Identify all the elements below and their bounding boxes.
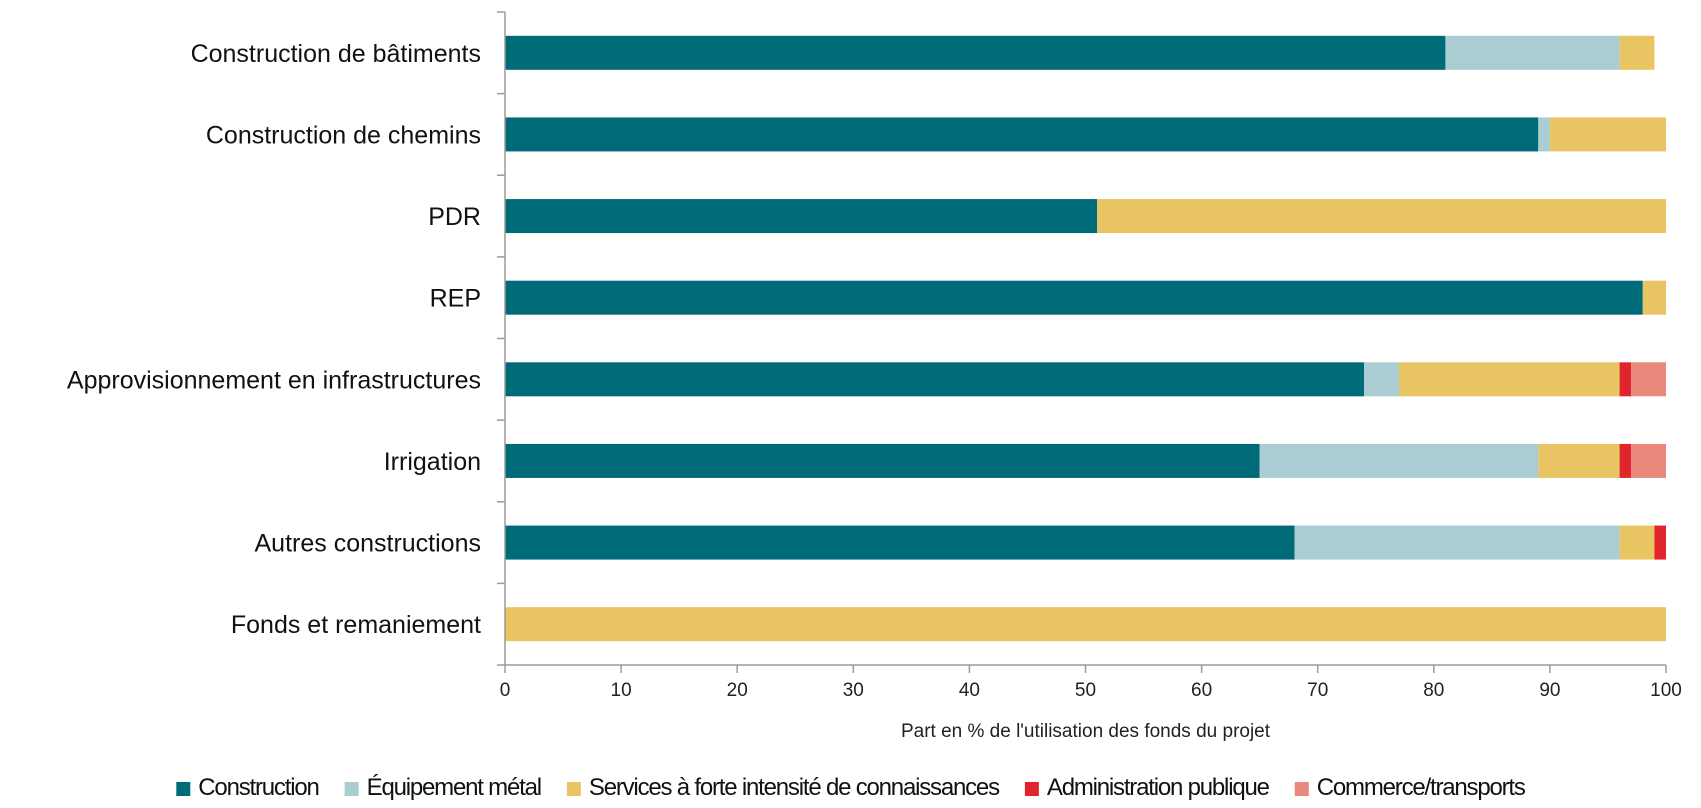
bar-area xyxy=(505,35,1666,642)
category-label: Construction de chemins xyxy=(206,121,481,149)
bar-segment-services-a-forte-intensite-de-connaissances xyxy=(1538,443,1620,478)
x-tick-label: 90 xyxy=(1539,680,1560,701)
bar-segment-services-a-forte-intensite-de-connaissances xyxy=(505,607,1666,642)
legend-item-equipement-metal: Équipement métal xyxy=(344,774,542,801)
x-tick-label: 60 xyxy=(1191,680,1212,701)
x-axis: 0 10 20 30 40 50 60 70 80 90 100 xyxy=(500,664,1682,701)
bar-segment-services-a-forte-intensite-de-connaissances xyxy=(1619,525,1655,560)
bar-segment-construction xyxy=(505,280,1643,315)
legend-label: Équipement métal xyxy=(367,774,541,801)
x-tick-label: 40 xyxy=(959,680,980,701)
legend-swatch xyxy=(1024,782,1039,796)
legend-swatch xyxy=(176,782,191,796)
legend-label: Services à forte intensité de connaissan… xyxy=(589,774,1000,801)
x-tick-label: 10 xyxy=(611,680,632,701)
category-label: Irrigation xyxy=(384,448,481,476)
bar-segment-administration-publique xyxy=(1619,362,1632,397)
legend-label: Administration publique xyxy=(1047,774,1270,801)
bar-segment-equipement-metal xyxy=(1294,525,1620,560)
category-label: REP xyxy=(430,285,481,313)
x-tick-label: 30 xyxy=(843,680,864,701)
legend-item-commerce-transports: Commerce/transports xyxy=(1294,774,1527,801)
category-label: PDR xyxy=(428,203,481,231)
legend-swatch xyxy=(1294,782,1309,796)
category-label: Fonds et remaniement xyxy=(231,611,481,639)
legend-label: Commerce/transports xyxy=(1317,774,1526,801)
bar-segment-construction xyxy=(505,35,1446,70)
bar-segment-services-a-forte-intensite-de-connaissances xyxy=(1642,280,1666,315)
x-tick-label: 70 xyxy=(1307,680,1328,701)
bar-segment-construction xyxy=(505,525,1295,560)
legend-swatch xyxy=(566,782,581,796)
bar-segment-commerce-transports xyxy=(1631,362,1666,397)
legend: Construction Équipement métal Services à f… xyxy=(176,774,1527,801)
x-tick-label: 80 xyxy=(1423,680,1444,701)
legend-swatch xyxy=(344,782,359,796)
category-label: Approvisionnement en infrastructures xyxy=(67,366,481,394)
bar-segment-services-a-forte-intensite-de-connaissances xyxy=(1549,117,1666,152)
legend-item-administration-publique: Administration publique xyxy=(1024,774,1271,801)
legend-label: Construction xyxy=(198,774,318,801)
category-label: Autres constructions xyxy=(255,530,482,558)
bar-segment-administration-publique xyxy=(1654,525,1666,560)
bar-segment-construction xyxy=(505,362,1365,397)
bar-segment-services-a-forte-intensite-de-connaissances xyxy=(1619,35,1655,70)
x-tick-label: 20 xyxy=(727,680,748,701)
bar-segment-equipement-metal xyxy=(1259,443,1539,478)
legend-item-services-a-forte-intensite-de-connaissances: Services à forte intensité de connaissan… xyxy=(566,774,1001,801)
bar-segment-equipement-metal xyxy=(1364,362,1399,397)
y-axis xyxy=(497,11,506,666)
category-labels: Construction de bâtiments Construction de… xyxy=(67,40,481,639)
bar-segment-services-a-forte-intensite-de-connaissances xyxy=(1398,362,1620,397)
x-tick-label: 100 xyxy=(1650,680,1682,701)
x-axis-title: Part en % de l'utilisation des fonds du … xyxy=(901,721,1271,742)
x-tick-label: 0 xyxy=(500,680,511,701)
bar-segment-construction xyxy=(505,117,1539,152)
x-tick-label: 50 xyxy=(1075,680,1096,701)
bar-segment-construction xyxy=(505,443,1260,478)
bar-segment-administration-publique xyxy=(1619,443,1632,478)
bar-segment-services-a-forte-intensite-de-connaissances xyxy=(1097,199,1666,234)
bar-segment-commerce-transports xyxy=(1631,443,1666,478)
bar-segment-equipement-metal xyxy=(1538,117,1550,152)
category-label: Construction de bâtiments xyxy=(191,40,481,68)
bar-segment-construction xyxy=(505,199,1098,234)
legend-item-construction: Construction xyxy=(176,774,320,801)
bar-segment-equipement-metal xyxy=(1445,35,1620,70)
